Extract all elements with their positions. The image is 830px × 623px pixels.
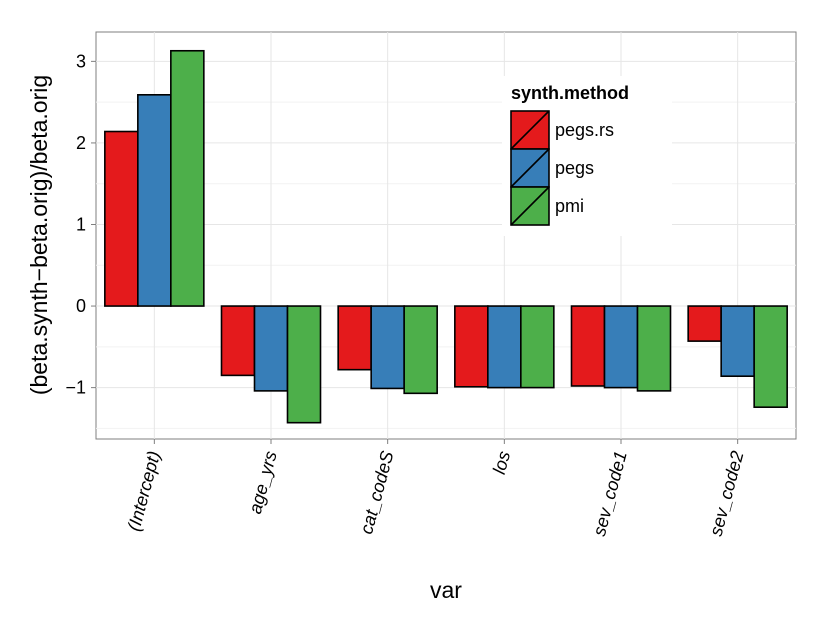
x-tick-label: age_yrs [245, 449, 281, 516]
x-axis: (Intercept) age_yrs cat_codeS los sev_code1 s… [124, 439, 748, 538]
y-tick-label: 2 [76, 133, 86, 153]
bar [687, 305, 722, 342]
bar [370, 305, 405, 390]
legend-key-slash [510, 110, 550, 150]
y-axis-title: (beta.synth−beta.orig)/beta.orig [26, 75, 52, 395]
plot-panel [95, 31, 797, 440]
legend-key-slash [510, 186, 550, 226]
bar [636, 305, 672, 392]
legend-label: pegs [555, 158, 594, 178]
x-tick-label: sev_code1 [589, 449, 631, 538]
bar [720, 305, 755, 377]
legend: synth.method pegs.rs pegs pmi [502, 76, 672, 236]
x-tick-label: cat_codeS [356, 449, 397, 536]
legend-label: pegs.rs [555, 120, 614, 140]
bar [753, 305, 788, 408]
bar [104, 130, 139, 307]
bar [137, 94, 172, 307]
y-tick-label: −1 [65, 378, 86, 398]
bar [487, 305, 522, 389]
bars [104, 49, 788, 424]
y-tick-label: 0 [76, 296, 86, 316]
x-tick-label: sev_code2 [706, 449, 748, 538]
bar [603, 305, 639, 389]
bar [570, 305, 606, 387]
bar [403, 305, 438, 395]
y-axis: −1 0 1 2 3 [65, 51, 96, 398]
bar [520, 305, 555, 389]
x-tick-label: (Intercept) [124, 449, 165, 533]
x-tick-label: los [489, 449, 514, 476]
bar [337, 305, 372, 371]
bar [170, 49, 205, 307]
bar [253, 305, 289, 392]
legend-key-slash [510, 148, 550, 188]
bar [286, 305, 322, 424]
bar [454, 305, 489, 388]
legend-title: synth.method [511, 83, 629, 103]
y-tick-label: 1 [76, 214, 86, 234]
bar [220, 305, 256, 377]
legend-label: pmi [555, 196, 584, 216]
y-tick-label: 3 [76, 51, 86, 71]
x-axis-title: var [430, 577, 462, 603]
